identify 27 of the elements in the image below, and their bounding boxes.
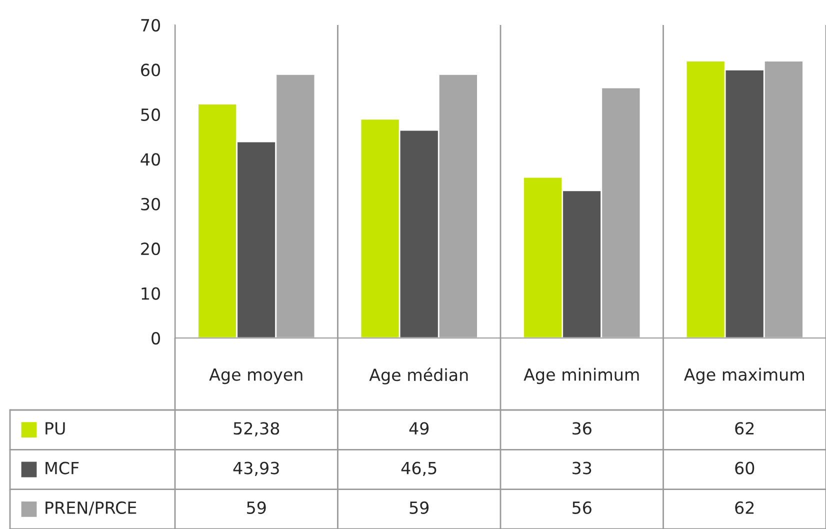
- y-tick-label: 20: [141, 242, 160, 256]
- y-tick-label: 60: [141, 64, 160, 76]
- legend-label: PREN/PRCE: [46, 501, 136, 516]
- y-tick-label: 30: [141, 198, 160, 210]
- data-label: 62: [735, 501, 754, 514]
- y-tick-label: 50: [141, 108, 160, 121]
- data-label: 43,93: [233, 462, 279, 476]
- data-label: 52,38: [234, 422, 280, 436]
- legend-label: PU: [46, 422, 65, 435]
- x-tick-label: Age minimum: [524, 368, 639, 384]
- data-label: 56: [572, 501, 592, 514]
- y-tick-label: 70: [141, 18, 160, 32]
- data-label: 59: [410, 501, 429, 514]
- x-tick-label: Age médian: [369, 368, 468, 384]
- data-label: 46,5: [401, 462, 436, 476]
- data-label: 62: [735, 422, 754, 435]
- data-label: 36: [572, 422, 592, 435]
- y-tick-label: 40: [140, 153, 160, 166]
- data-label: 59: [247, 501, 266, 514]
- y-tick-label: 10: [142, 287, 160, 300]
- x-tick-label: Age maximum: [684, 368, 804, 384]
- data-label: 60: [735, 462, 754, 474]
- x-tick-label: Age moyen: [209, 368, 302, 384]
- data-label: 33: [572, 462, 592, 474]
- y-tick-label: 0: [152, 332, 160, 345]
- legend-label: MCF: [46, 462, 79, 474]
- data-label: 49: [409, 422, 429, 435]
